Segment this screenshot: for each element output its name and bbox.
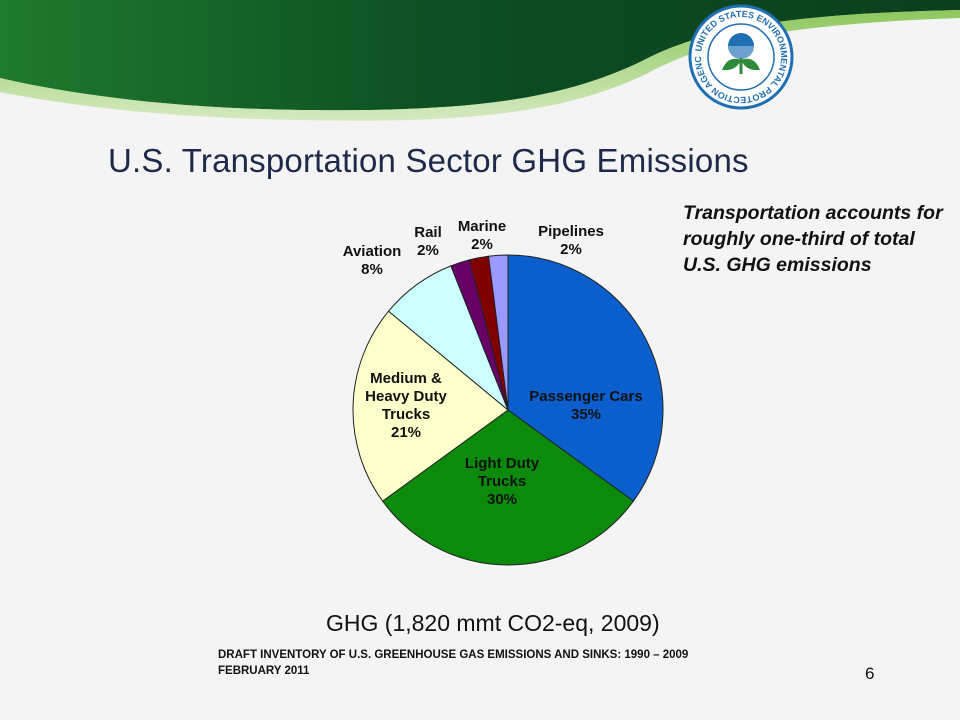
source-citation: DRAFT INVENTORY OF U.S. GREENHOUSE GAS E… [218, 647, 688, 679]
pie-label-light-duty-trucks: Light Duty Trucks 30% [465, 455, 540, 508]
slide-title: U.S. Transportation Sector GHG Emissions [108, 142, 749, 179]
pie-label-medium-heavy-duty-trucks: Medium & Heavy Duty Trucks 21% [365, 370, 447, 441]
pie-chart: Passenger Cars 35% Light Duty Trucks 30% Medi… [343, 218, 664, 566]
header-banner [0, 0, 960, 135]
pie-label-marine: Marine 2% [458, 218, 506, 253]
epa-seal-icon: UNITED STATES ENVIRONMENTAL PROTECTION A… [688, 4, 794, 110]
pie-slice-medium-heavy-duty-trucks [352, 310, 509, 502]
pie-label-passenger-cars: Passenger Cars 35% [529, 388, 642, 423]
pie-label-aviation: Aviation 8% [343, 243, 402, 278]
chart-caption: GHG (1,820 mmt CO2-eq, 2009) [326, 610, 660, 636]
source-line-2: FEBRUARY 2011 [218, 665, 310, 677]
pie-label-pipelines: Pipelines 2% [538, 223, 604, 258]
callout-text: Transportation accounts for roughly one-… [683, 202, 943, 276]
pie-slice-light-duty-trucks [381, 409, 635, 566]
page-number: 6 [865, 664, 875, 683]
pie-slices [352, 254, 664, 566]
source-line-1: DRAFT INVENTORY OF U.S. GREENHOUSE GAS E… [218, 649, 689, 661]
pie-slice-passenger-cars [507, 254, 664, 502]
pie-label-rail: Rail 2% [414, 224, 442, 259]
pie-slice-pipelines [488, 254, 509, 411]
pie-labels: Passenger Cars 35% Light Duty Trucks 30% Medi… [343, 218, 643, 508]
